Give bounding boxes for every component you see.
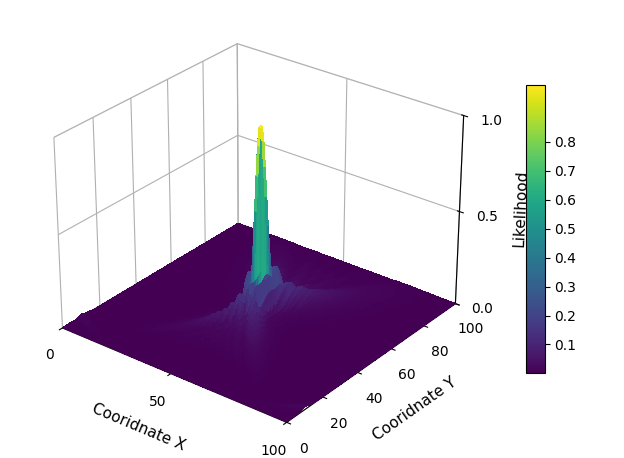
X-axis label: Cooridnate X: Cooridnate X (90, 401, 188, 454)
Y-axis label: Cooridnate Y: Cooridnate Y (370, 375, 459, 443)
